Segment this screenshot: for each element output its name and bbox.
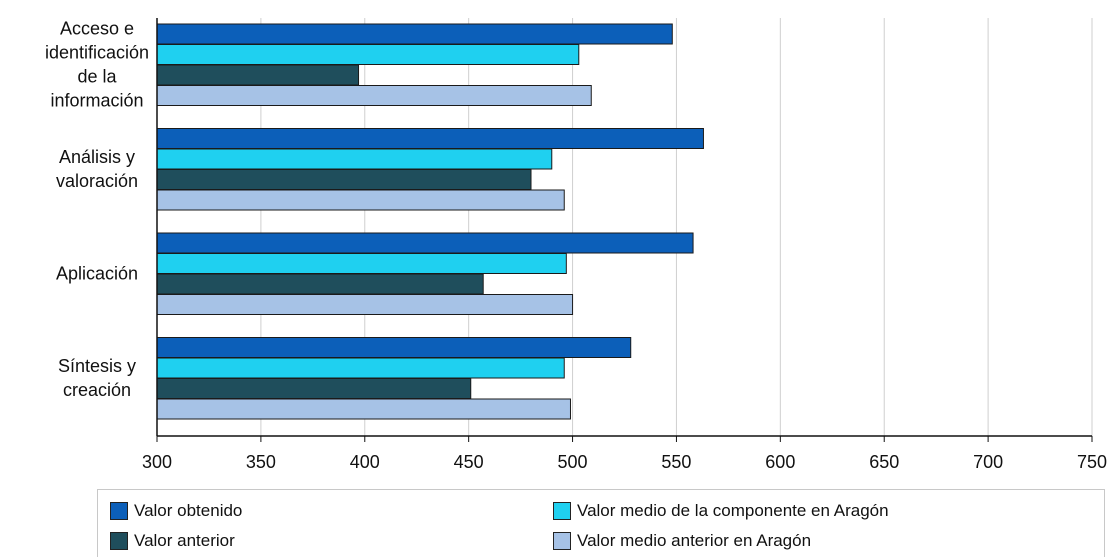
chart-canvas: Acceso e identificación de la información An… (45, 18, 1107, 472)
legend-item: Valor medio de la componente en Aragón (553, 500, 889, 522)
bar (156, 337, 632, 358)
category-label: Acceso e (60, 18, 134, 38)
legend-item: Valor anterior (110, 530, 235, 552)
legend-swatch (110, 532, 128, 550)
bar-chart: Acceso e identificación de la información An… (45, 18, 1107, 472)
x-tick-label: 600 (765, 452, 795, 472)
legend-item: Valor medio anterior en Aragón (553, 530, 811, 552)
bar (156, 294, 574, 315)
legend-swatch (110, 502, 128, 520)
bar (156, 398, 571, 420)
bar (156, 378, 472, 399)
bar (156, 253, 567, 274)
x-tick-label: 700 (973, 452, 1003, 472)
bar (156, 128, 704, 149)
bar (156, 232, 694, 254)
x-tick-label: 350 (246, 452, 276, 472)
bar (156, 64, 360, 86)
bar (156, 273, 484, 295)
bar (156, 23, 673, 45)
legend-label: Valor medio anterior en Aragón (577, 531, 812, 550)
legend-swatch (553, 532, 571, 550)
bar (156, 85, 592, 106)
category-label: Aplicación (56, 263, 138, 283)
legend-item: Valor obtenido (110, 500, 242, 522)
bar (156, 189, 565, 211)
category-label: Análisis y (59, 147, 135, 167)
x-tick-label: 750 (1077, 452, 1107, 472)
x-tick-label: 300 (142, 452, 172, 472)
x-tick-label: 400 (350, 452, 380, 472)
x-tick-label: 550 (661, 452, 691, 472)
category-label: identificación (45, 42, 149, 62)
x-tick-label: 450 (454, 452, 484, 472)
category-label: de la (77, 66, 117, 86)
x-tick-label: 650 (869, 452, 899, 472)
bar (156, 169, 532, 190)
bar (156, 44, 580, 65)
legend-label: Valor medio de la componente en Aragón (577, 501, 889, 520)
category-label: Síntesis y (58, 356, 136, 376)
legend-label: Valor anterior (134, 531, 235, 550)
category-label: información (50, 90, 143, 110)
category-label: creación (63, 380, 131, 400)
bar (156, 357, 565, 379)
x-tick-label: 500 (558, 452, 588, 472)
legend-label: Valor obtenido (134, 501, 243, 520)
category-label: valoración (56, 171, 138, 191)
legend-swatch (553, 502, 571, 520)
chart-legend: Valor obtenido Valor medio de la componen… (97, 489, 1105, 557)
bar (156, 148, 553, 170)
